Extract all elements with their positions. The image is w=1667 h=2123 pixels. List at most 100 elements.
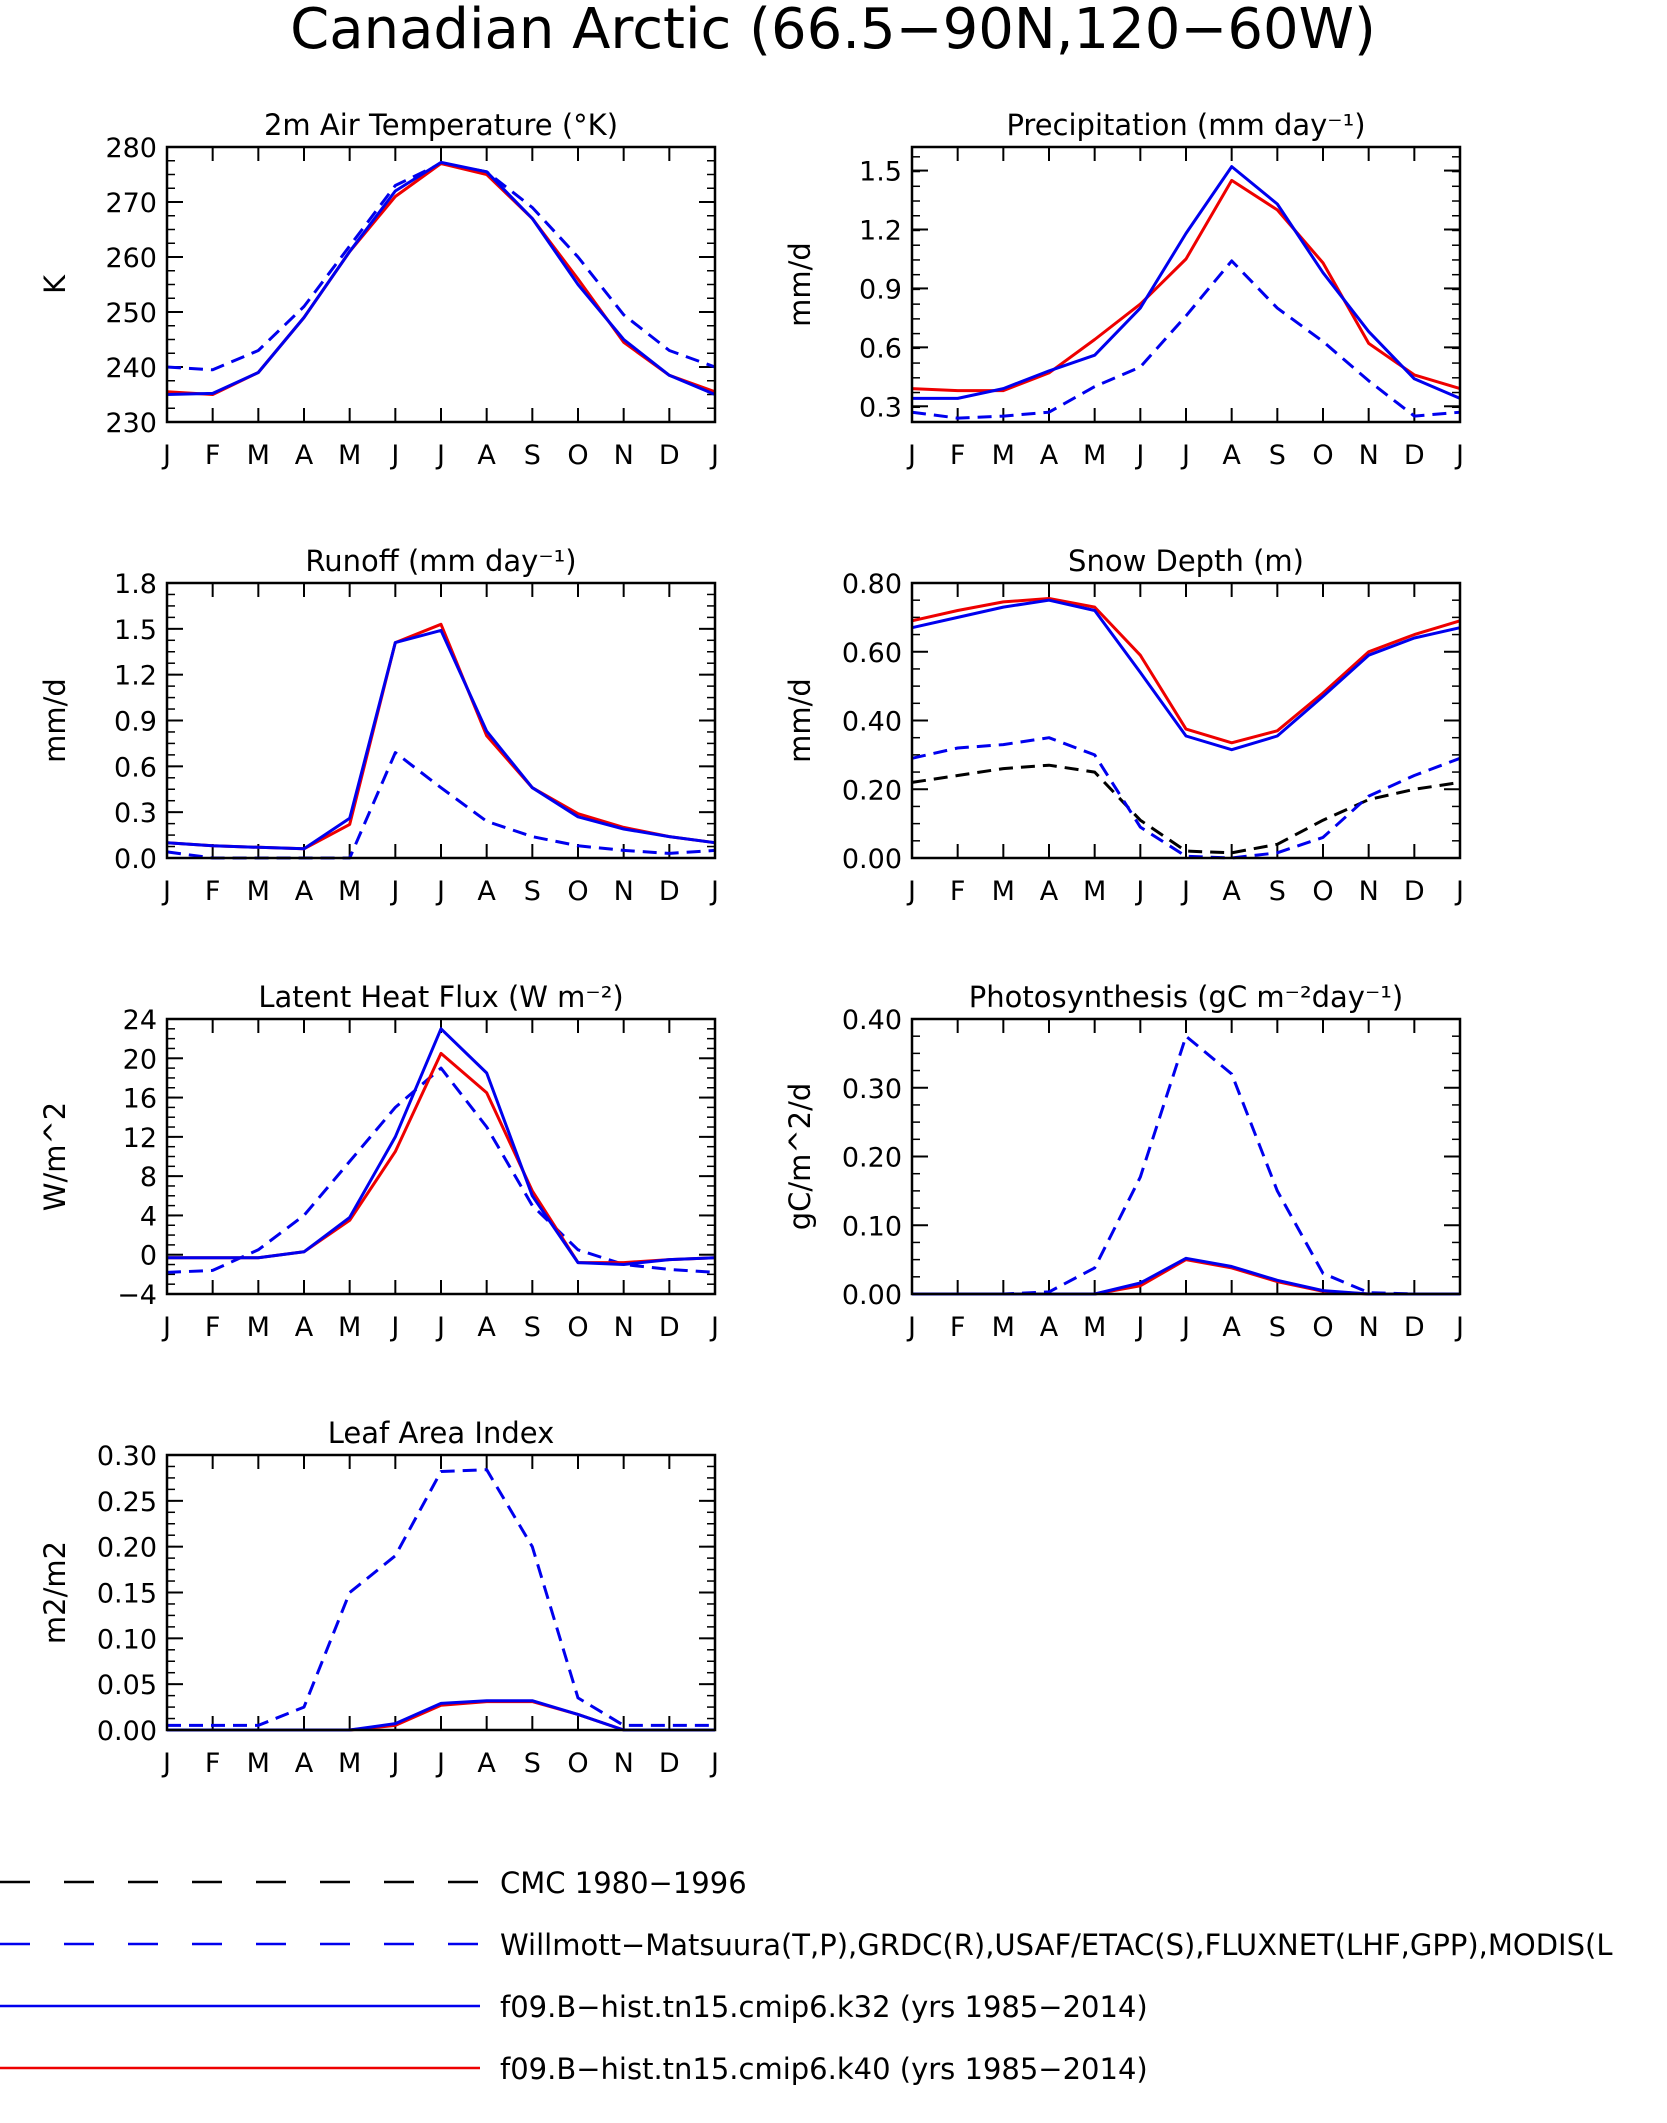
x-tick-label: A bbox=[1222, 440, 1241, 471]
y-tick-label: 1.5 bbox=[859, 157, 902, 188]
x-tick-label: J bbox=[161, 1312, 171, 1343]
y-tick-label: 1.2 bbox=[859, 216, 902, 247]
series-line-k40 bbox=[911, 178, 1461, 393]
series-line-obs bbox=[166, 162, 716, 372]
x-tick-label: D bbox=[659, 876, 680, 907]
x-tick-label: J bbox=[709, 1312, 719, 1343]
x-tick-label: S bbox=[524, 440, 541, 471]
x-tick-label: J bbox=[389, 1748, 399, 1779]
x-tick-label: D bbox=[1404, 440, 1425, 471]
x-tick-label: O bbox=[1312, 440, 1333, 471]
y-tick-label: 0.30 bbox=[842, 1074, 902, 1105]
y-tick-label: 0.25 bbox=[97, 1487, 157, 1518]
y-tick-label: 0.3 bbox=[114, 798, 157, 829]
y-tick-label: −4 bbox=[117, 1280, 157, 1311]
x-tick-label: F bbox=[205, 1312, 221, 1343]
x-tick-label: S bbox=[1269, 440, 1286, 471]
legend-label: f09.B−hist.tn15.cmip6.k32 (yrs 1985−2014… bbox=[500, 1990, 1148, 2024]
x-tick-label: M bbox=[1083, 876, 1106, 907]
y-tick-label: 0.80 bbox=[842, 569, 902, 600]
x-tick-label: F bbox=[950, 1312, 966, 1343]
series-line-k32 bbox=[167, 1027, 716, 1266]
y-axis-label: K bbox=[38, 274, 72, 294]
x-tick-label: F bbox=[205, 440, 221, 471]
y-tick-label: 230 bbox=[105, 408, 157, 439]
x-tick-label: N bbox=[1359, 440, 1379, 471]
y-tick-label: 0.3 bbox=[859, 392, 902, 423]
plot-frame bbox=[910, 581, 1462, 860]
x-tick-label: J bbox=[709, 1748, 719, 1779]
x-tick-label: J bbox=[1180, 440, 1190, 471]
x-tick-label: A bbox=[477, 440, 496, 471]
y-tick-label: 260 bbox=[105, 243, 157, 274]
series-line-obs bbox=[166, 751, 716, 860]
y-tick-label: 0.05 bbox=[97, 1670, 157, 1701]
x-tick-label: F bbox=[950, 440, 966, 471]
chart-title: Snow Depth (m) bbox=[1068, 544, 1304, 578]
figure-title: Canadian Arctic (66.5−90N,120−60W) bbox=[290, 0, 1376, 62]
plot-frame bbox=[910, 145, 1462, 424]
x-tick-label: N bbox=[614, 440, 634, 471]
plot-frame bbox=[165, 581, 717, 860]
x-tick-label: F bbox=[205, 1748, 221, 1779]
x-tick-label: J bbox=[709, 440, 719, 471]
x-tick-label: J bbox=[161, 876, 171, 907]
y-tick-label: 0.9 bbox=[114, 707, 157, 738]
y-tick-label: 280 bbox=[105, 133, 157, 164]
x-tick-label: M bbox=[247, 440, 270, 471]
y-tick-label: 270 bbox=[105, 188, 157, 219]
x-tick-label: O bbox=[567, 1312, 588, 1343]
x-tick-label: N bbox=[1359, 876, 1379, 907]
x-tick-label: J bbox=[1454, 876, 1464, 907]
series-line-k32 bbox=[911, 598, 1461, 752]
x-tick-label: F bbox=[950, 876, 966, 907]
series-line-obs bbox=[911, 736, 1461, 860]
series-line-k40 bbox=[167, 1051, 716, 1265]
x-tick-label: S bbox=[524, 1748, 541, 1779]
y-axis-label: m2/m2 bbox=[38, 1541, 72, 1644]
x-tick-label: A bbox=[1222, 876, 1241, 907]
x-tick-label: A bbox=[477, 876, 496, 907]
x-tick-label: A bbox=[1222, 1312, 1241, 1343]
y-tick-label: 0 bbox=[140, 1241, 157, 1272]
y-tick-label: 16 bbox=[123, 1084, 157, 1115]
x-tick-label: M bbox=[992, 1312, 1015, 1343]
x-tick-label: D bbox=[659, 1312, 680, 1343]
chart-title: 2m Air Temperature (°K) bbox=[264, 108, 618, 142]
y-tick-label: 0.00 bbox=[97, 1716, 157, 1747]
series-line-cmc bbox=[911, 763, 1461, 855]
plot-frame bbox=[165, 1453, 717, 1732]
x-tick-label: M bbox=[1083, 1312, 1106, 1343]
series-line-obs bbox=[912, 1034, 1460, 1296]
y-tick-label: 8 bbox=[140, 1162, 157, 1193]
x-tick-label: M bbox=[247, 876, 270, 907]
legend-label: f09.B−hist.tn15.cmip6.k40 (yrs 1985−2014… bbox=[500, 2052, 1148, 2086]
y-tick-label: 1.5 bbox=[114, 615, 157, 646]
y-tick-label: 0.00 bbox=[842, 844, 902, 875]
x-tick-label: M bbox=[247, 1312, 270, 1343]
x-tick-label: A bbox=[477, 1748, 496, 1779]
x-tick-label: O bbox=[567, 876, 588, 907]
series-line-k32 bbox=[912, 165, 1461, 400]
x-tick-label: J bbox=[1134, 876, 1144, 907]
x-tick-label: N bbox=[614, 1748, 634, 1779]
series-line-k40 bbox=[166, 622, 716, 851]
chart-panel: Latent Heat Flux (W m⁻²)W/m^2J F M A M J J A S O N… bbox=[38, 980, 719, 1343]
x-tick-label: J bbox=[1134, 1312, 1144, 1343]
series-line-obs bbox=[911, 259, 1461, 420]
chart-panel: Photosynthesis (gC m⁻²day⁻¹)gC/m^2/dJ F M A… bbox=[783, 980, 1464, 1343]
plot-frame bbox=[165, 1017, 717, 1296]
y-tick-label: 0.0 bbox=[114, 844, 157, 875]
x-tick-label: A bbox=[295, 1312, 314, 1343]
x-tick-label: M bbox=[992, 876, 1015, 907]
chart-title: Runoff (mm day⁻¹) bbox=[305, 544, 576, 578]
x-tick-label: A bbox=[477, 1312, 496, 1343]
y-tick-label: 0.6 bbox=[859, 333, 902, 364]
chart-panel: Precipitation (mm day⁻¹)mm/dJ F M A M J J A S O N D… bbox=[783, 108, 1464, 471]
y-tick-label: 0.40 bbox=[842, 1005, 902, 1036]
series-line-k40 bbox=[911, 597, 1461, 745]
x-tick-label: S bbox=[1269, 1312, 1286, 1343]
y-axis-label: mm/d bbox=[783, 678, 817, 763]
x-tick-label: J bbox=[1180, 1312, 1190, 1343]
